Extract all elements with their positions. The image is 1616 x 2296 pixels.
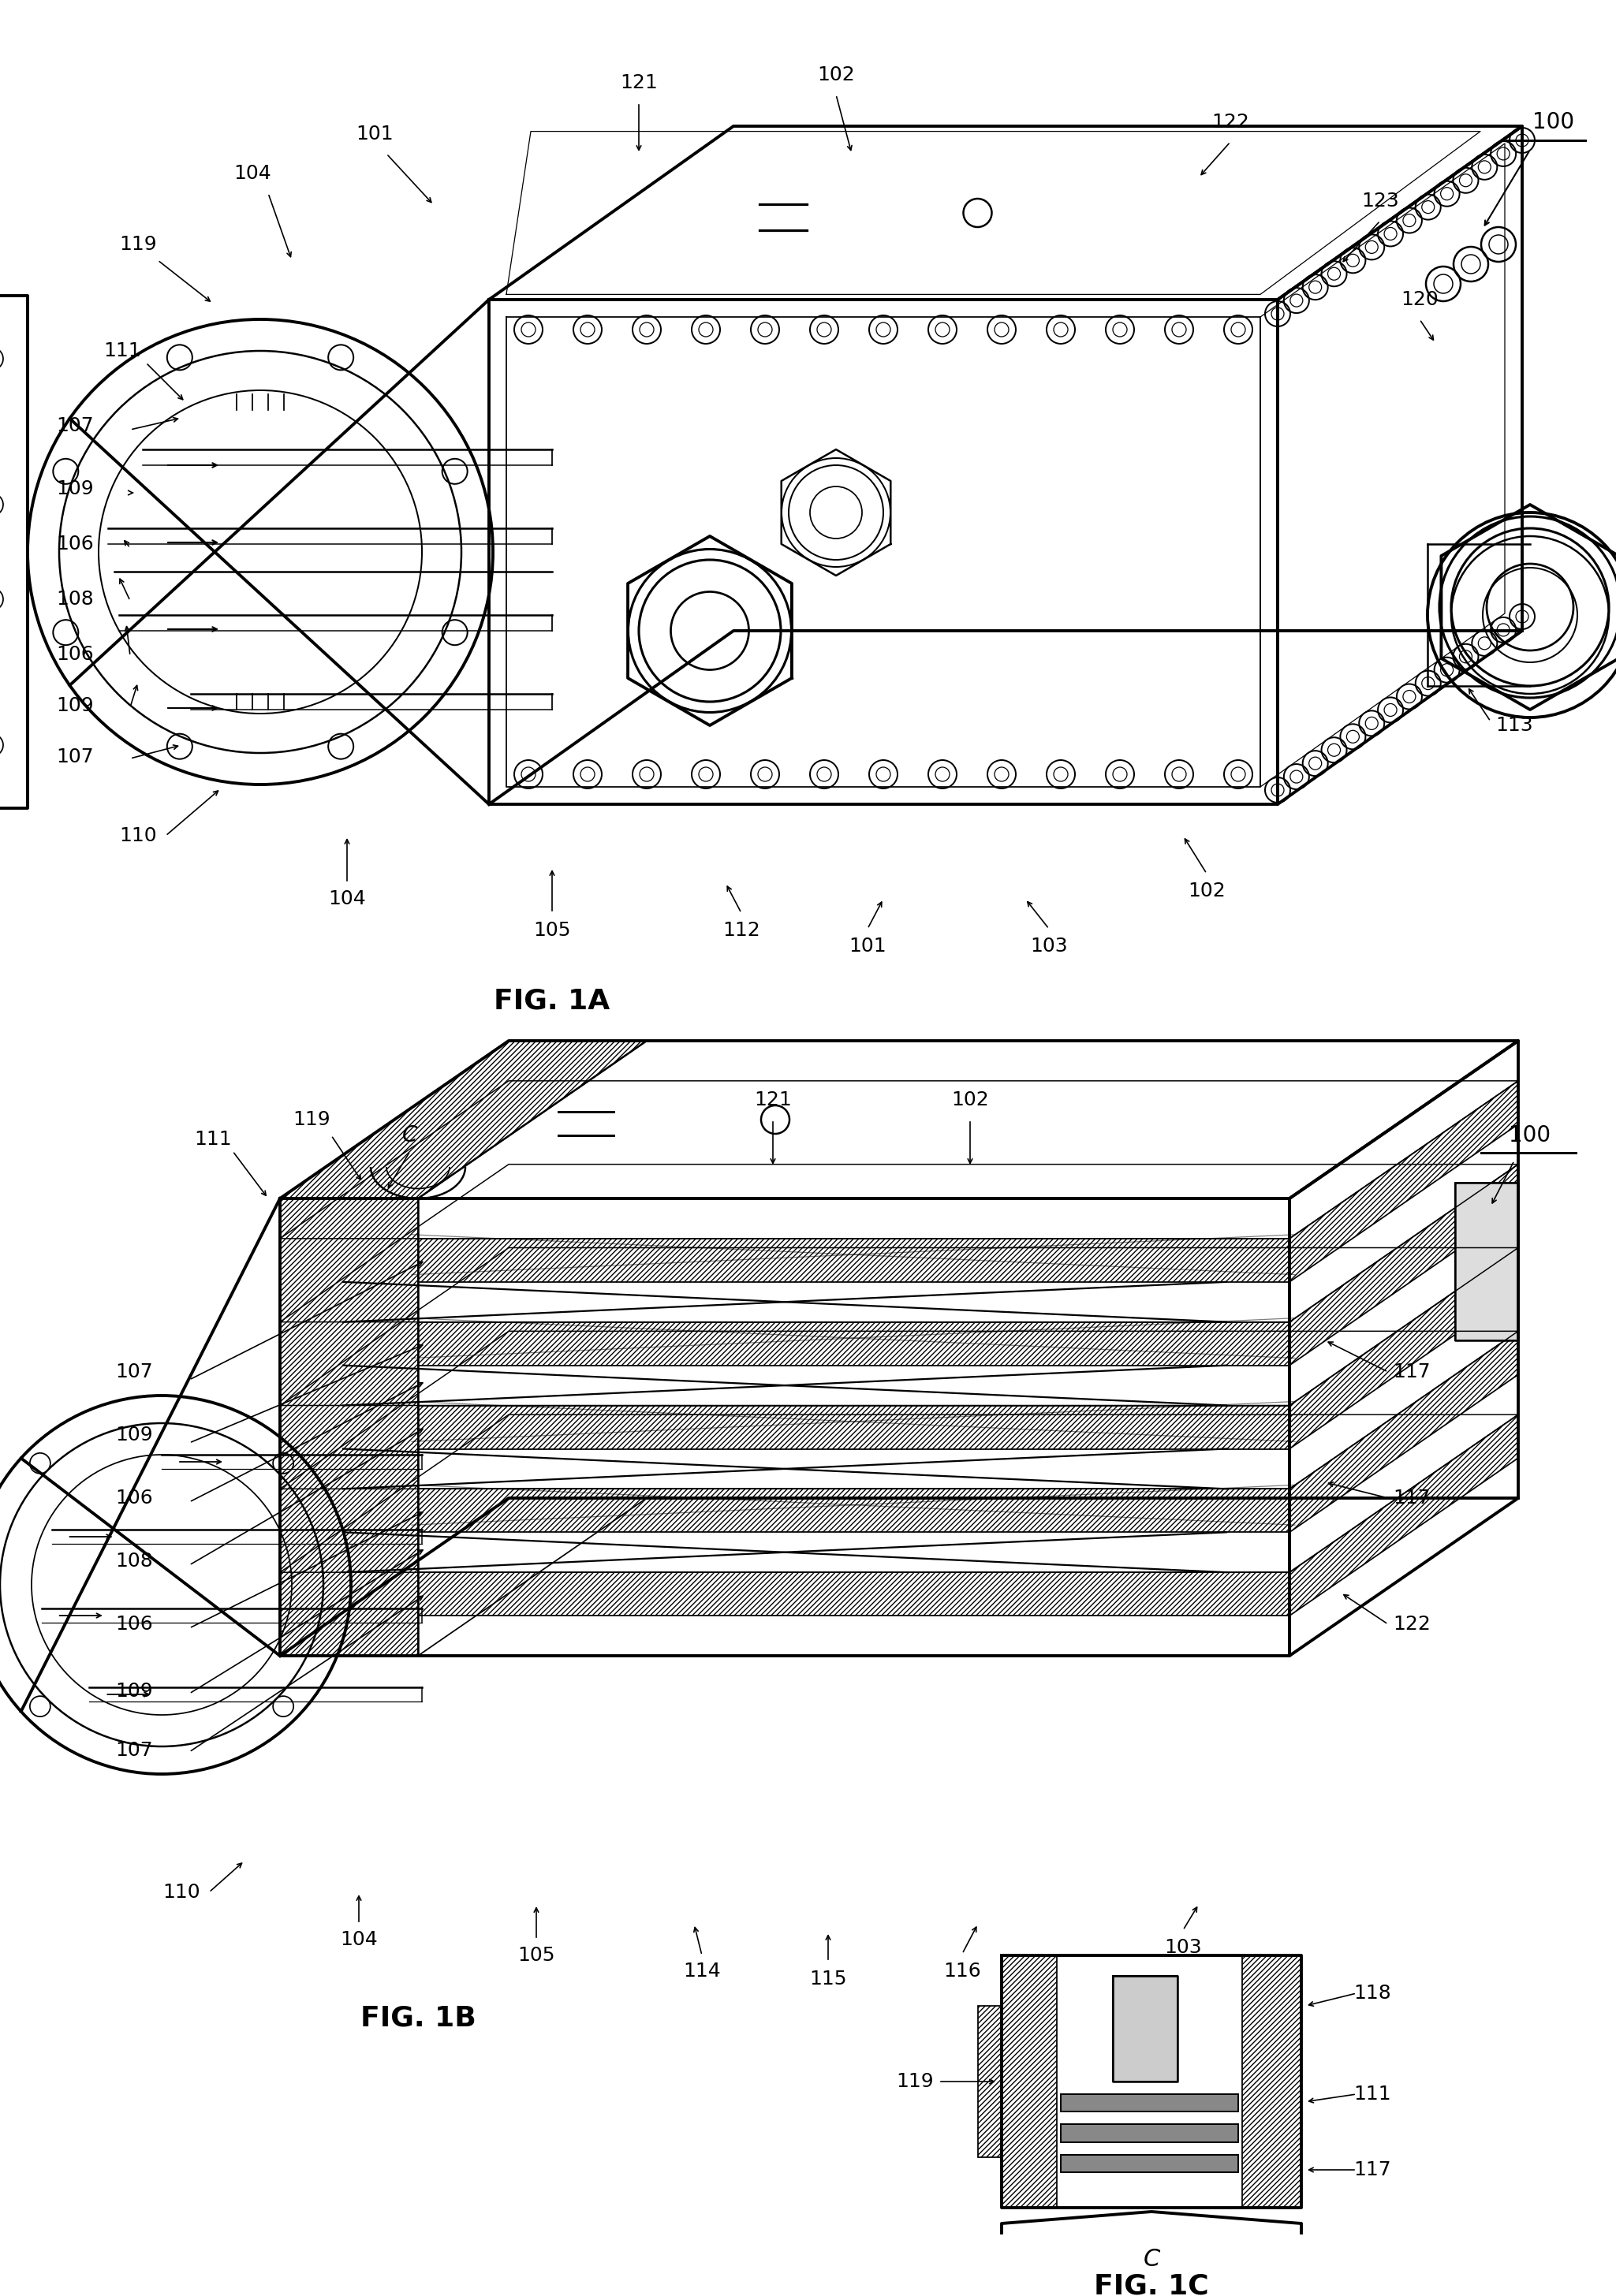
- Bar: [280, 1199, 419, 1655]
- Bar: [280, 1238, 1290, 1281]
- Text: 102: 102: [1188, 882, 1225, 900]
- Text: 115: 115: [810, 1970, 847, 1988]
- Text: 107: 107: [115, 1362, 154, 1382]
- Text: 116: 116: [944, 1961, 981, 1981]
- Bar: [280, 1322, 1290, 1366]
- Text: 123: 123: [1361, 191, 1399, 211]
- Text: 106: 106: [115, 1614, 154, 1635]
- Text: 110: 110: [120, 827, 157, 845]
- Text: 111: 111: [1354, 2085, 1391, 2103]
- Text: 120: 120: [1401, 289, 1438, 310]
- Text: 110: 110: [163, 1883, 200, 1901]
- Text: 101: 101: [356, 124, 393, 142]
- Text: 117: 117: [1393, 1488, 1430, 1508]
- Text: 112: 112: [722, 921, 760, 939]
- Text: 109: 109: [115, 1681, 154, 1701]
- Text: 114: 114: [684, 1961, 721, 1981]
- Text: 105: 105: [533, 921, 570, 939]
- Bar: [978, 2007, 1002, 2158]
- Text: 119: 119: [120, 234, 157, 255]
- Text: 109: 109: [115, 1426, 154, 1444]
- Text: C: C: [1143, 2248, 1160, 2271]
- Text: 105: 105: [517, 1947, 554, 1965]
- Text: C: C: [402, 1125, 419, 1146]
- Bar: [1002, 1956, 1057, 2209]
- Text: 107: 107: [57, 748, 94, 767]
- Text: 109: 109: [57, 480, 94, 498]
- Text: 121: 121: [621, 73, 658, 92]
- Polygon shape: [1290, 1247, 1517, 1449]
- Bar: [1112, 1975, 1178, 2082]
- Text: 102: 102: [952, 1091, 989, 1109]
- Text: 122: 122: [1393, 1614, 1430, 1635]
- Text: 104: 104: [328, 889, 365, 909]
- Bar: [1243, 1956, 1301, 2209]
- Text: FIG. 1A: FIG. 1A: [494, 987, 611, 1015]
- Text: 118: 118: [1354, 1984, 1391, 2002]
- Polygon shape: [1290, 1081, 1517, 1281]
- Text: 106: 106: [57, 535, 94, 553]
- Text: 111: 111: [103, 342, 141, 360]
- Text: 101: 101: [848, 937, 886, 955]
- Bar: [1060, 2124, 1238, 2142]
- Text: 109: 109: [57, 696, 94, 714]
- Text: 121: 121: [755, 1091, 792, 1109]
- Text: 100: 100: [1509, 1125, 1551, 1146]
- Text: 103: 103: [1029, 937, 1068, 955]
- Bar: [1454, 1182, 1517, 1341]
- Text: 103: 103: [1164, 1938, 1202, 1956]
- Bar: [1060, 2094, 1238, 2112]
- Bar: [280, 1488, 1290, 1531]
- Text: 107: 107: [115, 1740, 154, 1759]
- Text: 106: 106: [57, 645, 94, 664]
- Text: 108: 108: [57, 590, 94, 608]
- Text: 119: 119: [897, 2071, 934, 2092]
- Text: 119: 119: [292, 1111, 330, 1130]
- Text: 107: 107: [57, 416, 94, 436]
- Text: 111: 111: [194, 1130, 231, 1148]
- Bar: [1060, 2154, 1238, 2172]
- Text: 117: 117: [1393, 1362, 1430, 1382]
- Text: 100: 100: [1532, 110, 1574, 133]
- Text: 117: 117: [1354, 2161, 1391, 2179]
- Text: 106: 106: [115, 1488, 154, 1508]
- Text: 102: 102: [818, 67, 855, 85]
- Text: 122: 122: [1212, 113, 1249, 131]
- Polygon shape: [1290, 1414, 1517, 1616]
- Bar: [280, 1573, 1290, 1616]
- Text: FIG. 1B: FIG. 1B: [360, 2004, 475, 2032]
- Polygon shape: [1290, 1164, 1517, 1366]
- Text: 104: 104: [339, 1931, 378, 1949]
- Polygon shape: [280, 1040, 646, 1199]
- Polygon shape: [1290, 1332, 1517, 1531]
- Text: 113: 113: [1495, 716, 1534, 735]
- Text: 104: 104: [234, 163, 271, 184]
- Text: FIG. 1C: FIG. 1C: [1094, 2273, 1209, 2296]
- Bar: [280, 1405, 1290, 1449]
- Text: 108: 108: [115, 1552, 154, 1570]
